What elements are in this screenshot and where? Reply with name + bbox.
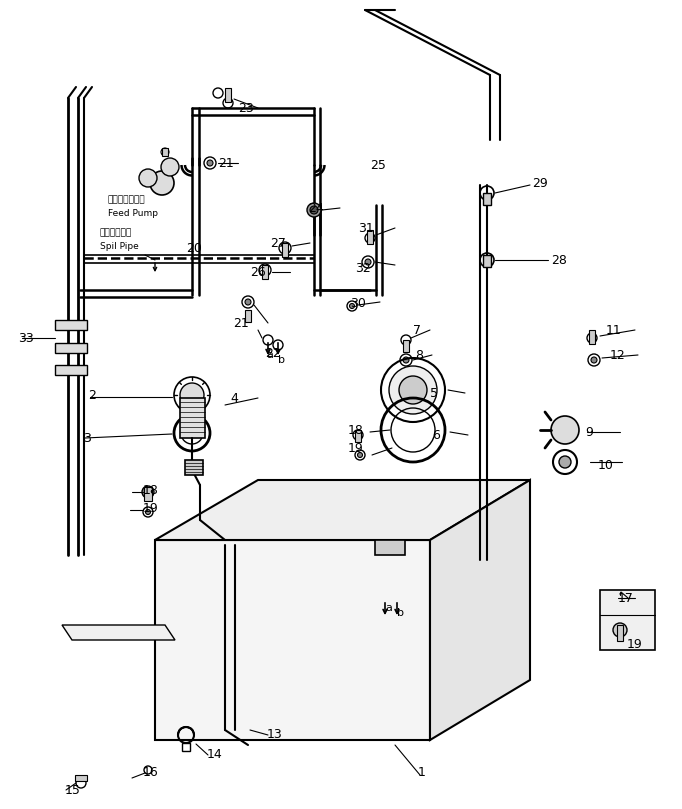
Polygon shape bbox=[62, 625, 175, 640]
Text: Feed Pump: Feed Pump bbox=[108, 209, 158, 218]
Circle shape bbox=[591, 357, 597, 363]
Text: 29: 29 bbox=[532, 176, 548, 189]
Bar bbox=[262, 265, 268, 279]
Bar bbox=[185, 460, 203, 475]
Text: 9: 9 bbox=[585, 426, 593, 438]
Text: 31: 31 bbox=[358, 222, 374, 235]
Bar bbox=[162, 148, 168, 156]
Text: a: a bbox=[266, 350, 273, 360]
Text: 30: 30 bbox=[350, 297, 366, 310]
Circle shape bbox=[139, 169, 157, 187]
Circle shape bbox=[349, 303, 355, 308]
Text: 21: 21 bbox=[218, 156, 234, 170]
Text: 18: 18 bbox=[348, 423, 364, 437]
Circle shape bbox=[357, 452, 363, 458]
Circle shape bbox=[399, 376, 427, 404]
Text: 19: 19 bbox=[627, 638, 642, 651]
Circle shape bbox=[180, 383, 204, 407]
Text: 12: 12 bbox=[610, 349, 626, 362]
Text: 25: 25 bbox=[370, 159, 386, 172]
Text: 28: 28 bbox=[551, 253, 567, 266]
Text: Spil Pipe: Spil Pipe bbox=[100, 242, 138, 251]
Polygon shape bbox=[600, 590, 655, 650]
Polygon shape bbox=[155, 540, 430, 740]
Bar bbox=[403, 340, 409, 352]
Circle shape bbox=[161, 158, 179, 176]
Text: 2: 2 bbox=[88, 388, 96, 401]
Bar bbox=[617, 625, 623, 641]
Bar bbox=[225, 88, 231, 102]
Bar bbox=[483, 193, 491, 205]
Bar bbox=[55, 365, 87, 375]
Text: 32: 32 bbox=[355, 261, 371, 274]
Text: 16: 16 bbox=[143, 766, 159, 780]
Circle shape bbox=[145, 510, 151, 515]
Bar bbox=[589, 330, 595, 344]
Text: 19: 19 bbox=[348, 442, 364, 455]
Circle shape bbox=[245, 299, 251, 305]
Bar bbox=[75, 775, 87, 781]
Polygon shape bbox=[155, 480, 530, 540]
Circle shape bbox=[403, 357, 409, 363]
Circle shape bbox=[207, 160, 213, 166]
Polygon shape bbox=[430, 480, 530, 740]
Bar bbox=[282, 243, 288, 257]
Text: 10: 10 bbox=[598, 459, 614, 472]
Bar bbox=[483, 255, 491, 267]
Text: 33: 33 bbox=[18, 332, 33, 345]
Circle shape bbox=[559, 456, 571, 468]
Text: 1: 1 bbox=[418, 766, 426, 780]
Bar bbox=[375, 540, 405, 555]
Bar bbox=[245, 310, 251, 322]
Text: 11: 11 bbox=[606, 324, 622, 337]
Text: 23: 23 bbox=[238, 101, 254, 115]
Circle shape bbox=[551, 416, 579, 444]
Text: 20: 20 bbox=[186, 242, 202, 255]
Text: b: b bbox=[397, 608, 404, 618]
Text: 6: 6 bbox=[432, 429, 440, 442]
Text: 24: 24 bbox=[308, 201, 324, 214]
Text: 15: 15 bbox=[65, 783, 81, 797]
Circle shape bbox=[613, 623, 627, 637]
Circle shape bbox=[142, 486, 154, 498]
Circle shape bbox=[365, 259, 371, 265]
Text: 8: 8 bbox=[415, 349, 423, 362]
Text: 22: 22 bbox=[265, 346, 281, 359]
Text: 27: 27 bbox=[270, 236, 286, 249]
Bar bbox=[55, 343, 87, 353]
Circle shape bbox=[150, 171, 174, 195]
Text: 13: 13 bbox=[267, 728, 283, 742]
Bar bbox=[180, 398, 205, 438]
Text: スピルパイプ: スピルパイプ bbox=[100, 228, 132, 238]
Text: 7: 7 bbox=[413, 324, 421, 337]
Text: 26: 26 bbox=[250, 265, 266, 278]
Bar bbox=[55, 320, 87, 330]
Text: b: b bbox=[278, 355, 285, 365]
Text: 5: 5 bbox=[430, 387, 438, 400]
Bar bbox=[182, 743, 190, 751]
Bar bbox=[367, 230, 373, 244]
Circle shape bbox=[389, 366, 437, 414]
Text: 3: 3 bbox=[83, 431, 91, 444]
Text: 21: 21 bbox=[233, 316, 249, 329]
Circle shape bbox=[310, 206, 318, 214]
Text: フィードポンプ: フィードポンプ bbox=[108, 196, 146, 205]
Bar bbox=[355, 430, 361, 442]
Circle shape bbox=[307, 203, 321, 217]
Text: 4: 4 bbox=[230, 392, 238, 404]
Text: 14: 14 bbox=[207, 748, 223, 761]
Text: 18: 18 bbox=[143, 484, 159, 497]
Bar bbox=[144, 487, 152, 501]
Text: 19: 19 bbox=[143, 502, 159, 515]
Text: a: a bbox=[385, 603, 392, 613]
Text: 17: 17 bbox=[618, 591, 634, 604]
